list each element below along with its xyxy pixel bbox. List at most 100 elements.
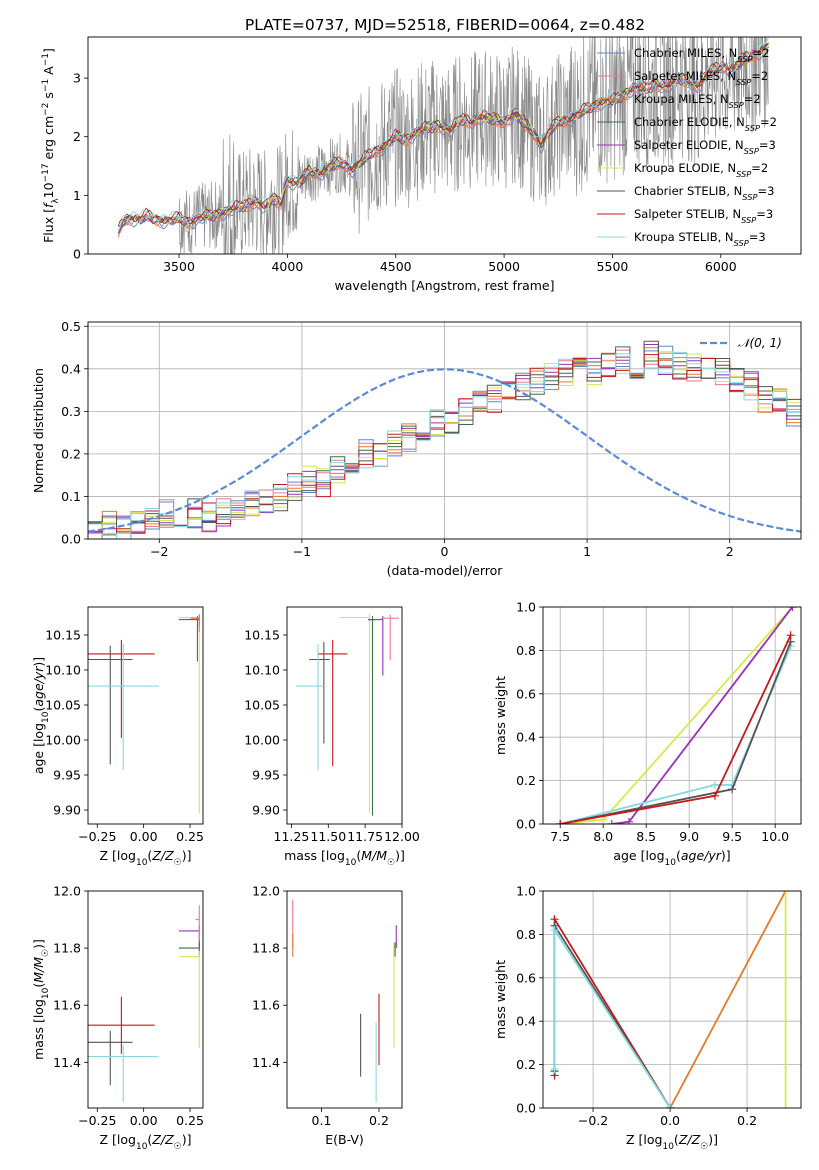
x-tick-label: 0.25 [176, 1113, 204, 1128]
y-tick-label: 10.00 [45, 733, 81, 748]
y-tick-label: 0.8 [516, 927, 536, 942]
point-marker-salpeter_elodie [625, 817, 633, 824]
x-tick-label: 5500 [597, 259, 629, 274]
x-tick-label: 8.5 [636, 829, 656, 844]
y-tick-label: 12.0 [252, 884, 280, 899]
y-tick-label: 0.2 [516, 1057, 536, 1072]
legend-label-kroupa_stelib: Kroupa STELIB, NSSP=3 [634, 230, 766, 248]
series-kroupa_miles [669, 891, 787, 1108]
x-tick-label: 0.2 [737, 1113, 757, 1128]
series-salpeter_elodie [611, 607, 794, 824]
y-tick-label: 11.6 [252, 998, 280, 1013]
point-marker-kroupa_stelib [711, 780, 719, 789]
x-axis-label: Z [log10(Z/Z☉)] [626, 1132, 718, 1152]
y-tick-label: 0.6 [516, 970, 536, 985]
model-chabrier_miles [117, 49, 769, 231]
legend-label-gaussian: 𝒩(0, 1) [738, 336, 782, 350]
x-tick-label: 4000 [271, 259, 303, 274]
histogram-kroupa_miles [88, 347, 801, 539]
y-axis-label: age [log10(age/yr)] [31, 657, 51, 774]
y-tick-label: 11.4 [252, 1055, 280, 1070]
plot-frame [87, 890, 204, 1109]
y-tick-label: 10.05 [244, 698, 280, 713]
x-tick-label: 5000 [488, 259, 520, 274]
plot-frame [87, 321, 802, 540]
y-axis-label: mass weight [493, 676, 508, 755]
x-tick-label: 11.50 [310, 829, 346, 844]
figure-title: PLATE=0737, MJD=52518, FIBERID=0064, z=0… [245, 16, 645, 34]
y-tick-label: 0.5 [61, 319, 81, 334]
y-tick-label: 9.90 [53, 803, 81, 818]
point-marker-salpeter_stelib [556, 820, 565, 824]
x-tick-label: 0.1 [312, 1113, 332, 1128]
y-tick-label: 0.4 [516, 1014, 536, 1029]
y-tick-label: 10.10 [45, 663, 81, 678]
point-marker-kroupa_elodie [781, 1104, 790, 1108]
y-tick-label: 10.05 [45, 698, 81, 713]
x-tick-label: 9.5 [722, 829, 742, 844]
x-tick-label: −0.25 [78, 1113, 116, 1128]
x-tick-label: 7.5 [550, 829, 570, 844]
x-axis-label: E(B-V) [325, 1132, 364, 1147]
residuals-panel: −2 −1 0 1 2 0.0 0.1 0.2 0.3 0.4 0.5 (data-model)/er… [31, 319, 802, 578]
legend-label-kroupa_elodie: Kroupa ELODIE, NSSP=2 [634, 161, 768, 179]
x-tick-label: 0.00 [130, 829, 158, 844]
legend-label-chabrier_stelib: Chabrier STELIB, NSSP=3 [634, 184, 774, 202]
legend-label-chabrier_elodie: Chabrier ELODIE, NSSP=2 [634, 115, 777, 133]
y-tick-label: 1.0 [516, 600, 536, 615]
age-vs-mass-panel: 11.25 11.50 11.75 12.00 9.90 9.95 10.00 10.05 10… [244, 606, 420, 868]
y-tick-label: 10.15 [244, 628, 280, 643]
y-tick-label: 0.4 [61, 361, 81, 376]
y-tick-label: 0.2 [516, 773, 536, 788]
y-tick-label: 1 [73, 188, 81, 203]
histogram-salpeter_stelib [88, 354, 801, 539]
y-tick-label: 0.2 [61, 446, 81, 461]
y-tick-label: 0.8 [516, 643, 536, 658]
point-marker-kroupa_stelib [666, 1104, 675, 1108]
y-tick-label: 1.0 [516, 884, 536, 899]
y-tick-label: 0.4 [516, 730, 536, 745]
x-axis-label: wavelength [Angstrom, rest frame] [334, 278, 554, 293]
point-marker-salpeter_stelib [711, 791, 719, 800]
y-axis-label: Flux [fλ10−17 erg cm−2 s−1 A−1] [41, 48, 61, 243]
x-tick-label: 1 [583, 544, 591, 559]
point-marker-chabrier_stelib [728, 785, 737, 794]
y-tick-label: 10.15 [45, 628, 81, 643]
x-tick-label: 0.00 [130, 1113, 158, 1128]
point-marker-kroupa_elodie [781, 891, 790, 895]
cum-mass-vs-age-panel: 7.5 8.0 8.5 9.0 9.5 10.0 0.0 0.2 0.4 0.6 0.8 1.0 age… [493, 600, 802, 868]
y-tick-label: 12.0 [53, 884, 81, 899]
x-tick-label: −0.2 [578, 1113, 608, 1128]
y-tick-label: 11.6 [53, 998, 81, 1013]
point-marker-kroupa_stelib [550, 926, 559, 935]
x-tick-label: 11.75 [347, 829, 383, 844]
point-marker-salpeter_elodie [788, 607, 797, 611]
y-tick-label: 0.3 [61, 404, 81, 419]
x-axis-label: age [log10(age/yr)] [613, 848, 730, 868]
plot-frame [286, 890, 403, 1109]
x-tick-label: 11.25 [274, 829, 310, 844]
y-tick-label: 9.95 [53, 768, 81, 783]
y-tick-label: 10.00 [244, 733, 280, 748]
legend-label-salpeter_elodie: Salpeter ELODIE, NSSP=3 [634, 138, 776, 156]
x-tick-label: 8.0 [593, 829, 613, 844]
y-tick-label: 11.8 [252, 941, 280, 956]
point-marker-salpeter_stelib [786, 631, 795, 640]
x-tick-label: −0.25 [78, 829, 116, 844]
cum-mass-vs-Z-panel: −0.2 0.0 0.2 0.0 0.2 0.4 0.6 0.8 1.0 Z [log10(Z/Z… [493, 884, 802, 1152]
x-tick-label: 0 [441, 544, 449, 559]
y-tick-label: 0.6 [516, 686, 536, 701]
x-tick-label: 0.25 [176, 829, 204, 844]
x-tick-label: 6000 [705, 259, 737, 274]
y-tick-label: 11.4 [53, 1055, 81, 1070]
y-tick-label: 9.90 [252, 803, 280, 818]
series-kroupa_elodie [560, 607, 794, 824]
y-tick-label: 0.0 [516, 1101, 536, 1116]
model-kroupa_stelib [117, 37, 769, 232]
histogram-chabrier_stelib [88, 340, 801, 539]
legend-label-kroupa_miles: Kroupa MILES, NSSP=2 [634, 92, 761, 110]
y-tick-label: 9.95 [252, 768, 280, 783]
gaussian-curve [88, 368, 801, 533]
histogram-chabrier_miles [88, 345, 801, 530]
